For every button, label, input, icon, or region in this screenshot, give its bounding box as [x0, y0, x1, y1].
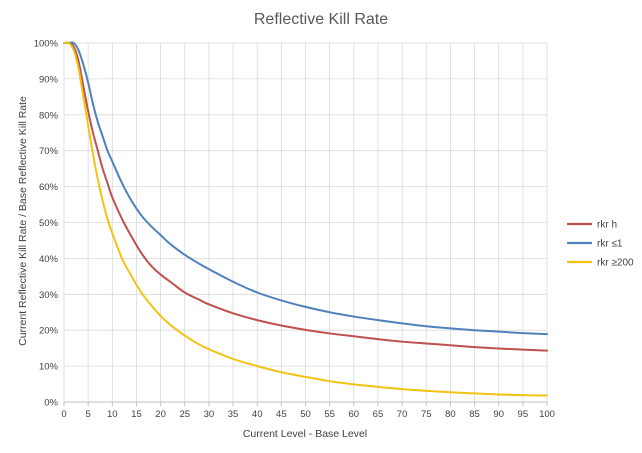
- y-tick-label: 40%: [39, 254, 59, 265]
- y-tick-label: 100%: [34, 39, 59, 50]
- x-tick-label: 5: [86, 409, 91, 420]
- y-tick-label: 80%: [39, 110, 59, 121]
- x-tick-label: 30: [204, 409, 215, 420]
- legend-label: rkr ≤1: [597, 239, 623, 250]
- legend-label: rkr h: [597, 220, 617, 231]
- x-tick-label: 45: [276, 409, 287, 420]
- y-tick-label: 60%: [39, 182, 59, 193]
- x-tick-label: 60: [349, 409, 360, 420]
- y-axis-ticks: 0% 10% 20% 30% 40% 50% 60% 70% 80% 90% 100%: [34, 39, 59, 409]
- x-axis-label: Current Level - Base Level: [243, 428, 367, 440]
- chart-title: Reflective Kill Rate: [254, 11, 388, 28]
- x-tick-label: 80: [445, 409, 456, 420]
- x-tick-label: 85: [469, 409, 480, 420]
- legend: rkr h rkr ≤1 rkr ≥200: [567, 220, 634, 269]
- gridlines: [63, 42, 548, 403]
- x-tick-label: 65: [373, 409, 384, 420]
- x-tick-label: 10: [107, 409, 118, 420]
- y-tick-label: 90%: [39, 74, 59, 85]
- x-tick-label: 100: [539, 409, 555, 420]
- x-tick-label: 70: [397, 409, 408, 420]
- series-line-2: [63, 41, 548, 336]
- legend-label: rkr ≥200: [597, 258, 634, 269]
- x-tick-label: 20: [155, 409, 166, 420]
- x-tick-label: 90: [493, 409, 504, 420]
- x-tick-label: 40: [252, 409, 263, 420]
- y-tick-label: 70%: [39, 146, 59, 157]
- x-tick-label: 55: [324, 409, 335, 420]
- y-tick-label: 20%: [39, 326, 59, 337]
- y-tick-label: 0%: [44, 398, 58, 409]
- series-line-3: [63, 41, 548, 397]
- y-axis-label: Current Reflective Kill Rate / Base Refl…: [17, 96, 29, 346]
- y-tick-label: 10%: [39, 362, 59, 373]
- series-lines: [63, 41, 548, 397]
- x-tick-label: 50: [300, 409, 311, 420]
- x-tick-label: 35: [228, 409, 239, 420]
- x-tick-label: 25: [179, 409, 190, 420]
- x-tick-label: 0: [61, 409, 66, 420]
- x-tick-label: 75: [421, 409, 432, 420]
- x-axis-ticks: 0 5 10 15 20 25 30 35 40 45 50 55 60 65 70 75 80 85 90 95 10…: [61, 402, 555, 420]
- y-tick-label: 30%: [39, 290, 59, 301]
- x-tick-label: 95: [518, 409, 529, 420]
- series-line-1: [63, 41, 548, 352]
- x-tick-label: 15: [131, 409, 142, 420]
- y-tick-label: 50%: [39, 218, 59, 229]
